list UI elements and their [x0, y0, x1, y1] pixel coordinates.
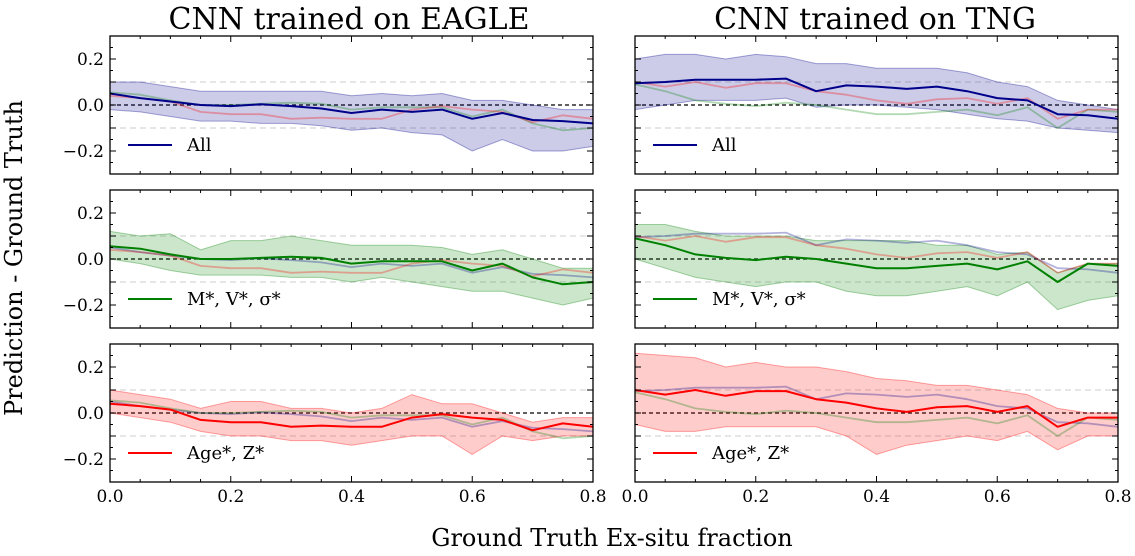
- series-line-phot: [635, 83, 1118, 129]
- band-all: [635, 53, 1118, 134]
- series-line-age: [110, 402, 593, 432]
- series-line-phot: [635, 391, 1118, 437]
- y-axis-label: Prediction - Ground Truth: [0, 100, 28, 416]
- band-phot: [110, 230, 593, 306]
- y-tick-label: −0.2: [63, 142, 104, 162]
- y-tick-label: 0.0: [77, 404, 104, 424]
- data-layer: [635, 352, 1118, 455]
- data-layer: [635, 53, 1118, 134]
- series-line-phot: [110, 399, 593, 440]
- legend-label: All: [186, 135, 212, 156]
- series-line-all: [110, 92, 593, 125]
- legend-label: Age*, Z*: [711, 443, 789, 464]
- band-all: [110, 81, 593, 152]
- y-tick-label: 0.0: [77, 96, 104, 116]
- y-tick-label: −0.2: [63, 450, 104, 470]
- x-tick-label: 0.0: [621, 487, 648, 507]
- panel-tng-all: All: [634, 35, 1119, 175]
- series-line-all: [635, 231, 1118, 274]
- y-tick-label: 0.2: [77, 358, 104, 378]
- series-line-phot: [635, 237, 1118, 283]
- y-tick-label: 0.0: [77, 250, 104, 270]
- x-tick-label: 0.4: [863, 487, 890, 507]
- legend-label: All: [711, 135, 737, 156]
- panel-tng-age: 0.0 0.2 0.4 0.6 0.8 Age*, Z*: [621, 343, 1132, 507]
- legend-label: M*, V*, σ*: [712, 289, 806, 310]
- x-tick-label: 0.8: [1104, 487, 1131, 507]
- panel-eagle-age: 0.2 0.0 −0.2 0.0 0.2 0.4 0.6 0.8 Age*, Z*: [63, 343, 607, 507]
- panel-eagle-phot: 0.2 0.0 −0.2 M*, V*, σ*: [63, 189, 594, 329]
- band-age: [110, 389, 593, 455]
- panel-title-tng: CNN trained on TNG: [714, 2, 1036, 37]
- x-tick-label: 0.2: [742, 487, 769, 507]
- x-tick-label: 0.8: [579, 487, 606, 507]
- y-tick-label: 0.2: [77, 50, 104, 70]
- series-line-phot: [110, 245, 593, 286]
- x-tick-label: 0.6: [459, 487, 486, 507]
- legend-label: M*, V*, σ*: [187, 289, 281, 310]
- x-tick-label: 0.4: [338, 487, 365, 507]
- series-line-age: [635, 235, 1118, 274]
- series-line-all: [635, 77, 1118, 120]
- x-tick-label: 0.0: [96, 487, 123, 507]
- data-layer: [110, 230, 593, 306]
- series-line-age: [635, 389, 1118, 428]
- legend-label: Age*, Z*: [186, 443, 264, 464]
- y-tick-label: −0.2: [63, 296, 104, 316]
- y-tick-label: 0.2: [77, 204, 104, 224]
- band-age: [635, 352, 1118, 455]
- panel-eagle-all: 0.2 0.0 −0.2 All: [63, 35, 594, 175]
- x-axis-label: Ground Truth Ex-situ fraction: [431, 524, 792, 552]
- band-phot: [635, 224, 1118, 311]
- panel-tng-phot: M*, V*, σ*: [634, 189, 1119, 329]
- x-tick-label: 0.2: [217, 487, 244, 507]
- x-tick-label: 0.6: [984, 487, 1011, 507]
- panel-title-eagle: CNN trained on EAGLE: [169, 2, 530, 37]
- data-layer: [635, 224, 1118, 311]
- data-layer: [110, 389, 593, 455]
- series-line-age: [110, 248, 593, 278]
- data-layer: [110, 81, 593, 152]
